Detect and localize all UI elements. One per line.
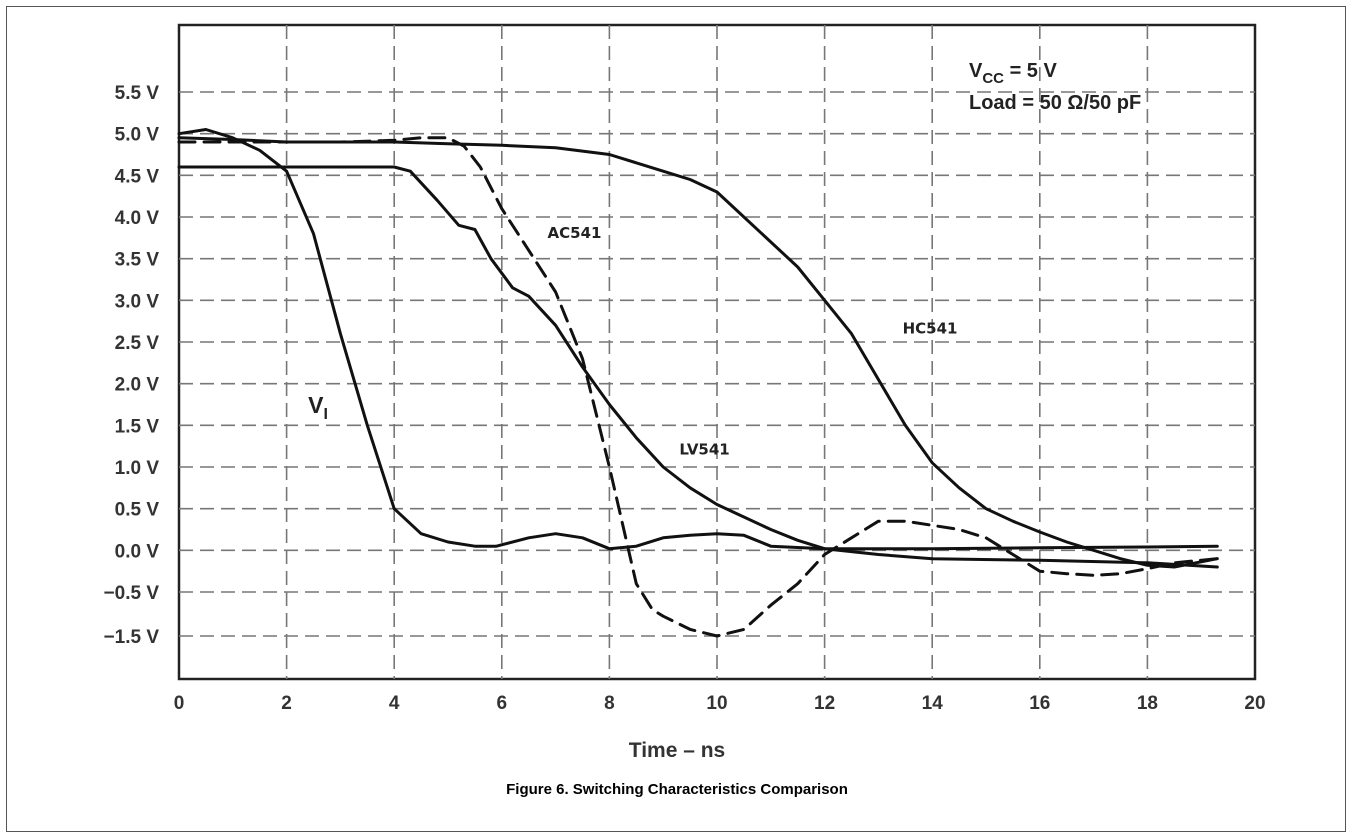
x-tick-label: 14: [922, 693, 944, 714]
vcc-subscript: CC: [982, 70, 1004, 87]
series-label-vi: VI: [308, 392, 328, 423]
x-tick-label: 6: [497, 693, 508, 714]
x-tick-label: 2: [281, 693, 292, 714]
y-tick-label: 0.0 V: [115, 541, 160, 562]
series-label-ac541: AC541: [548, 224, 602, 242]
vcc-main: V: [969, 60, 983, 82]
x-tick-label: 10: [706, 693, 727, 714]
series-labels: VI LV541 AC541 HC541: [308, 224, 957, 459]
y-tick-label: 4.0 V: [115, 208, 160, 229]
x-tick-label: 0: [174, 693, 185, 714]
series-line-hc541: [177, 136, 1219, 569]
y-tick-label: 1.5 V: [115, 416, 160, 437]
series-line-ac541: [177, 136, 1219, 638]
y-tick-label: −1.5 V: [104, 627, 160, 648]
x-tick-label: 16: [1029, 693, 1050, 714]
x-axis-ticks: 0 2 4 6 8 10 12 14 16 18 20: [174, 693, 1266, 714]
y-tick-label: 2.0 V: [115, 375, 160, 396]
grid: [179, 25, 1255, 679]
y-tick-label: 5.0 V: [115, 125, 160, 146]
series-line-lv541: [177, 165, 1219, 569]
figure-frame: −1.5 V −0.5 V 0.0 V 0.5 V 1.0 V 1.5 V 2.0 V 2.5…: [6, 6, 1346, 832]
load-condition: Load = 50 Ω/50 pF: [969, 92, 1141, 114]
series-line-vi: [177, 128, 1219, 551]
switching-characteristics-chart: −1.5 V −0.5 V 0.0 V 0.5 V 1.0 V 1.5 V 2.0 V 2.5…: [104, 23, 1266, 798]
vcc-condition: VCC = 5 V: [969, 60, 1057, 87]
series-lines: [177, 128, 1219, 638]
x-tick-label: 18: [1137, 693, 1158, 714]
y-tick-label: −0.5 V: [104, 583, 160, 604]
figure-caption: Figure 6. Switching Characteristics Comp…: [506, 781, 848, 798]
y-tick-label: 3.5 V: [115, 250, 160, 271]
x-tick-label: 8: [604, 693, 615, 714]
series-label-lv541: LV541: [679, 441, 729, 459]
y-tick-label: 1.0 V: [115, 458, 160, 479]
y-tick-label: 3.0 V: [115, 291, 160, 312]
y-tick-label: 0.5 V: [115, 500, 160, 521]
series-label-hc541: HC541: [903, 320, 958, 338]
x-tick-label: 12: [814, 693, 835, 714]
y-tick-label: 2.5 V: [115, 333, 160, 354]
x-axis-title: Time – ns: [629, 739, 726, 762]
vcc-value: = 5 V: [1004, 60, 1057, 82]
x-tick-label: 4: [389, 693, 400, 714]
y-tick-label: 4.5 V: [115, 166, 160, 187]
y-axis-ticks: −1.5 V −0.5 V 0.0 V 0.5 V 1.0 V 1.5 V 2.0 V 2.5…: [104, 83, 160, 648]
x-tick-label: 20: [1244, 693, 1265, 714]
y-tick-label: 5.5 V: [115, 83, 160, 104]
